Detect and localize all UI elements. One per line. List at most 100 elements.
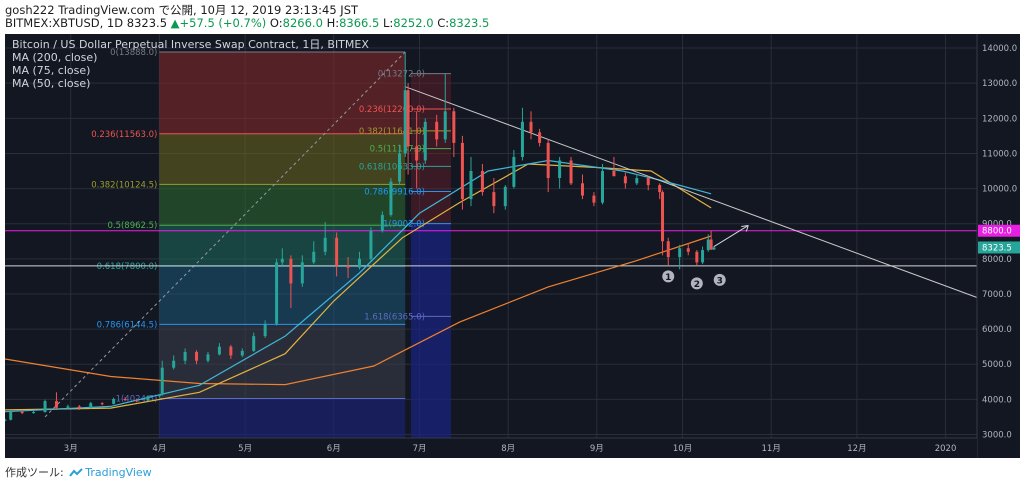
open-label: O: <box>269 16 283 30</box>
candle-body <box>263 323 267 337</box>
candle-body <box>558 160 562 179</box>
fib-right-label: 0.786(9916.0) <box>364 188 425 198</box>
tradingview-brand[interactable]: TradingView <box>85 466 152 479</box>
candle-body <box>546 142 550 179</box>
up-arrow-icon: ▲ <box>170 16 180 30</box>
time-tick-label: 11月 <box>762 444 781 454</box>
time-tick-label: 3月 <box>64 444 78 454</box>
candle-body <box>77 406 81 409</box>
price-chart[interactable]: 0(13888.0) 0.236(11563.0) 0.382(10124.5) 0.… <box>5 34 1020 458</box>
candle-body <box>172 360 176 368</box>
candle-body <box>398 153 402 182</box>
price-tick-label: 6000.0 <box>982 325 1012 335</box>
candle-body <box>452 111 456 143</box>
candle-body <box>686 248 690 252</box>
candle-body <box>709 239 713 250</box>
candle-body <box>335 237 339 266</box>
legend-ma200[interactable]: MA (200, close) <box>12 51 98 64</box>
legend-title: Bitcoin / US Dollar Perpetual Inverse Sw… <box>12 38 369 51</box>
price-tick-label: 11000.0 <box>982 149 1017 159</box>
candle-body <box>89 403 93 409</box>
price-tick-label: 7000.0 <box>982 290 1012 300</box>
candle-body <box>9 411 13 420</box>
price-tick-label: 13000.0 <box>982 79 1017 89</box>
candle-body <box>280 258 284 263</box>
candle-body <box>469 171 473 200</box>
fib-right-label: 0.236(12260.0) <box>359 105 425 115</box>
fib-left-label: 0.786(6144.5) <box>97 320 158 330</box>
chart-header: gosh222 TradingView.com で公開, 10月 12, 201… <box>0 0 1024 34</box>
time-tick-label: 4月 <box>152 444 166 454</box>
candle-body <box>289 258 293 284</box>
candle-body <box>123 399 127 401</box>
candle-body <box>480 171 484 193</box>
fib-right-zone <box>410 223 451 438</box>
candle-body <box>712 247 716 250</box>
fib-right-label: 0.618(10633.0) <box>359 162 425 172</box>
candle-body <box>460 142 464 200</box>
ma75-line <box>5 163 712 411</box>
wave-marker-label: 2 <box>694 280 700 290</box>
legend-ma75[interactable]: MA (75, close) <box>12 64 91 77</box>
candle-body <box>403 90 407 154</box>
fib-right-label: 0(13272.0) <box>378 70 425 80</box>
price-tick-label: 4000.0 <box>982 395 1012 405</box>
legend-ma50[interactable]: MA (50, close) <box>12 77 91 90</box>
candle-body <box>503 186 507 207</box>
price-tick-label: 14000.0 <box>982 44 1017 54</box>
candle-body <box>592 195 596 203</box>
fib-left-label: 0.5(8962.5) <box>107 221 157 231</box>
candle-body <box>66 406 70 408</box>
candle-body <box>206 354 210 361</box>
candle-body <box>635 178 639 184</box>
fib-left-zone <box>159 324 406 399</box>
low-label: L: <box>383 16 394 30</box>
candle-body <box>706 239 710 251</box>
candle-body <box>229 346 233 356</box>
candle-body <box>520 121 524 157</box>
price-change: +57.5 (+0.7%) <box>179 16 267 30</box>
price-tick-label: 10000.0 <box>982 185 1017 195</box>
chart-area[interactable]: 0(13888.0) 0.236(11563.0) 0.382(10124.5) 0.… <box>5 34 1020 458</box>
symbol-info: BITMEX:XBTUSD, 1D <box>5 16 124 30</box>
candle-body <box>240 350 244 356</box>
high-label: H: <box>326 16 340 30</box>
price-tick-label: 9000.0 <box>982 220 1012 230</box>
candle-body <box>157 394 161 397</box>
projection-arrow <box>713 225 749 247</box>
wave-marker <box>662 270 675 283</box>
fib-right-label: 1.618(6365.0) <box>364 312 425 322</box>
candle-body <box>160 367 164 395</box>
candle-body <box>275 262 279 324</box>
fib-left-label: 0.236(11563.0) <box>91 130 157 140</box>
price-tick-label: 3000.0 <box>982 430 1012 440</box>
author-name[interactable]: gosh222 <box>5 3 55 17</box>
candle-body <box>512 156 516 187</box>
fib-left-label: 0(13888.0) <box>110 48 157 58</box>
fib-left-label: 0.382(10124.5) <box>91 180 157 190</box>
candle-body <box>369 230 373 259</box>
open-value: 8266.0 <box>282 16 323 30</box>
last-price-badge <box>978 241 1020 254</box>
made-with-label: 作成ツール: <box>5 466 64 479</box>
candle-body <box>658 185 662 193</box>
candle-body <box>389 181 393 215</box>
candle-body <box>323 237 327 252</box>
close-label: C: <box>437 16 450 30</box>
candle-body <box>312 251 316 263</box>
fib-left-zone <box>159 398 406 438</box>
candle-body <box>646 178 650 186</box>
candle-body <box>43 401 47 413</box>
time-tick-label: 2020 <box>935 444 957 454</box>
wave-marker-label: 1 <box>665 273 671 283</box>
candle-body <box>435 121 439 140</box>
candle-body <box>135 400 139 402</box>
candle-body <box>492 192 496 207</box>
candle-body <box>346 265 350 268</box>
time-axis <box>5 438 977 458</box>
candle-body <box>623 176 627 184</box>
candle-body <box>580 183 584 196</box>
candle-body <box>666 241 670 258</box>
fib-left-label: 0.618(7800.0) <box>97 262 158 272</box>
fib-right-label: 0.382(11641.0) <box>359 127 425 137</box>
